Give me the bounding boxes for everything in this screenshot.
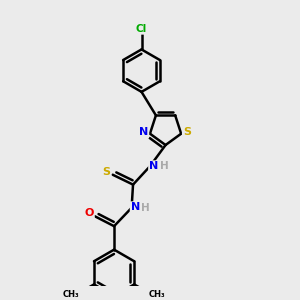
Text: N: N bbox=[139, 127, 148, 137]
Text: CH₃: CH₃ bbox=[148, 290, 165, 299]
Text: O: O bbox=[85, 208, 94, 218]
Text: N: N bbox=[149, 161, 158, 171]
Text: Cl: Cl bbox=[136, 24, 147, 34]
Text: N: N bbox=[131, 202, 140, 212]
Text: H: H bbox=[141, 203, 150, 213]
Text: H: H bbox=[160, 161, 169, 171]
Text: CH₃: CH₃ bbox=[63, 290, 80, 299]
Text: S: S bbox=[103, 167, 110, 177]
Text: S: S bbox=[183, 127, 191, 137]
